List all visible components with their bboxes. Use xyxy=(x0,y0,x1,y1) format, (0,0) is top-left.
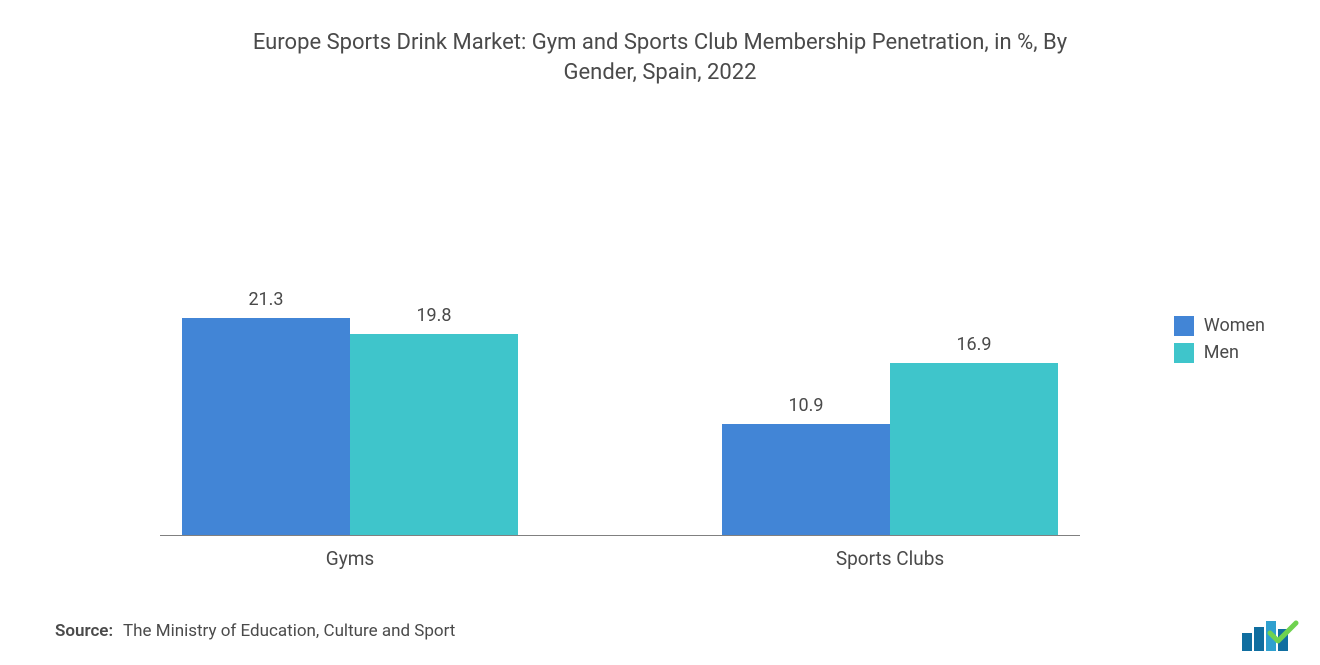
bar-rect xyxy=(182,318,350,535)
legend-swatch xyxy=(1174,343,1194,363)
plot-area: 21.3 19.8 Gyms 10.9 16.9 Sports Clubs xyxy=(160,155,1080,550)
legend-item-men: Men xyxy=(1174,342,1265,363)
bar-rect xyxy=(350,334,518,535)
bar-gyms-men: 19.8 xyxy=(350,305,518,535)
legend-label: Women xyxy=(1204,315,1265,336)
source-line: Source: The Ministry of Education, Cultu… xyxy=(55,621,455,641)
legend-swatch xyxy=(1174,316,1194,336)
source-label: Source: xyxy=(55,621,113,641)
bar-value-label: 10.9 xyxy=(788,395,823,416)
bar-sportsclubs-women: 10.9 xyxy=(722,395,890,535)
bar-value-label: 21.3 xyxy=(248,289,283,310)
brand-logo xyxy=(1242,619,1300,651)
legend-label: Men xyxy=(1204,342,1239,363)
bar-rect xyxy=(890,363,1058,535)
legend: Women Men xyxy=(1174,315,1265,369)
source-text: The Ministry of Education, Culture and S… xyxy=(123,621,455,641)
bar-value-label: 16.9 xyxy=(956,334,991,355)
legend-item-women: Women xyxy=(1174,315,1265,336)
bar-gyms-women: 21.3 xyxy=(182,289,350,535)
bar-sportsclubs-men: 16.9 xyxy=(890,334,1058,535)
category-label: Sports Clubs xyxy=(720,535,1060,570)
chart-title: Europe Sports Drink Market: Gym and Spor… xyxy=(0,0,1320,87)
bar-value-label: 19.8 xyxy=(416,305,451,326)
bar-rect xyxy=(722,424,890,535)
category-label: Gyms xyxy=(180,535,520,570)
logo-icon xyxy=(1242,619,1300,651)
